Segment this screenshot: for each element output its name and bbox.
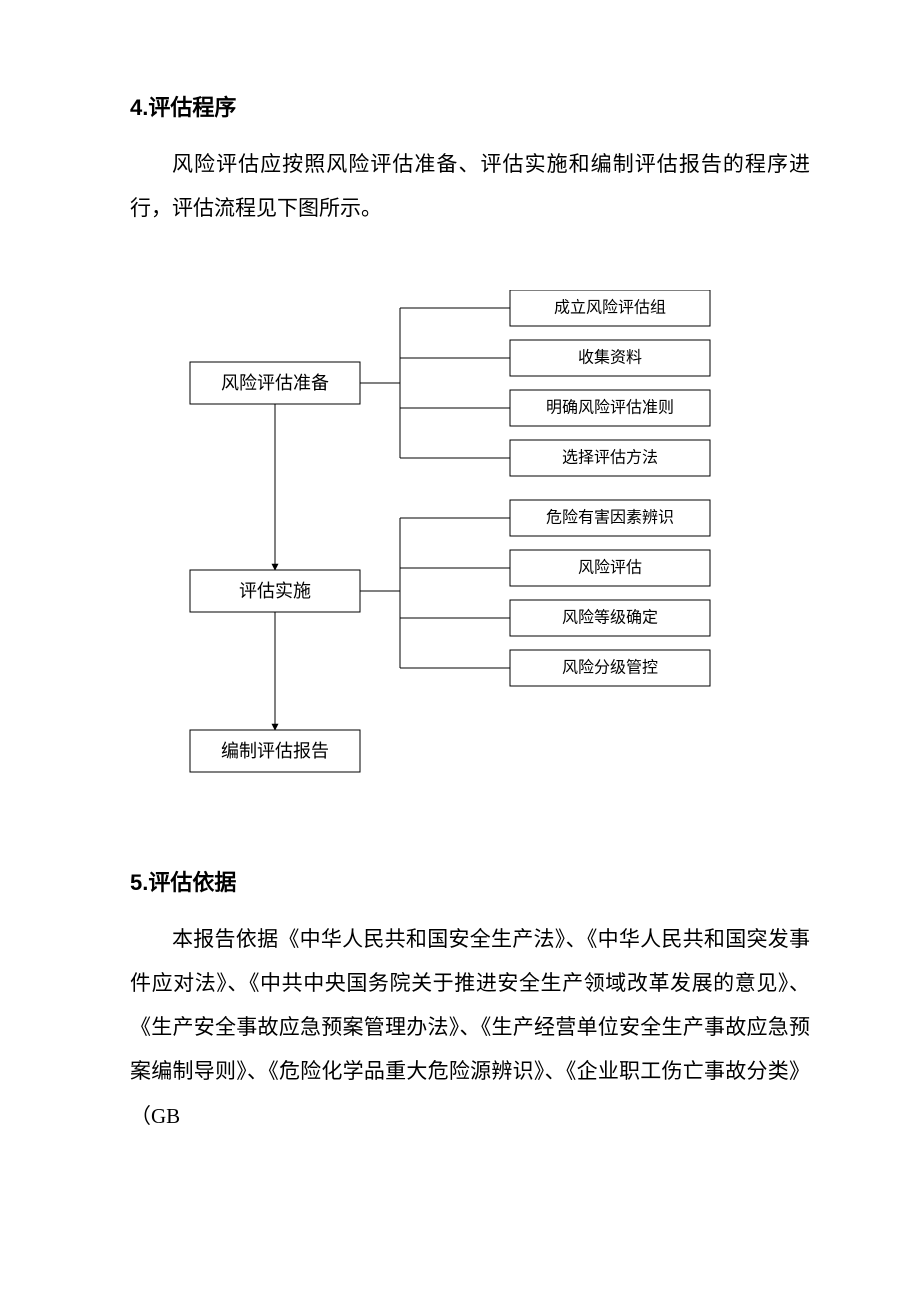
section-4-paragraph: 风险评估应按照风险评估准备、评估实施和编制评估报告的程序进行，评估流程见下图所示… — [130, 142, 810, 230]
document-page: 4.评估程序 风险评估应按照风险评估准备、评估实施和编制评估报告的程序进行，评估… — [0, 0, 920, 1206]
flow-subnode-label: 明确风险评估准则 — [546, 399, 674, 417]
flow-subnode-label: 风险分级管控 — [562, 659, 658, 677]
flow-node-label: 风险评估准备 — [221, 373, 329, 393]
flow-node-label: 编制评估报告 — [221, 741, 329, 761]
flowchart-svg: 风险评估准备评估实施编制评估报告 成立风险评估组收集资料明确风险评估准则选择评估方… — [130, 290, 770, 790]
section-4-heading: 4.评估程序 — [130, 90, 810, 122]
flow-subnode-label: 成立风险评估组 — [554, 299, 666, 317]
flowchart-container: 风险评估准备评估实施编制评估报告 成立风险评估组收集资料明确风险评估准则选择评估方… — [130, 290, 810, 795]
flow-subnode-label: 风险评估 — [578, 559, 642, 577]
flow-subnode-label: 收集资料 — [578, 349, 642, 367]
flow-node-label: 评估实施 — [239, 581, 311, 601]
section-5-paragraph: 本报告依据《中华人民共和国安全生产法》、《中华人民共和国突发事件应对法》、《中共… — [130, 917, 810, 1137]
flow-subnode-label: 风险等级确定 — [562, 609, 658, 627]
section-5-heading: 5.评估依据 — [130, 865, 810, 897]
flow-subnode-label: 危险有害因素辨识 — [546, 509, 674, 527]
flow-subnode-label: 选择评估方法 — [562, 449, 658, 467]
